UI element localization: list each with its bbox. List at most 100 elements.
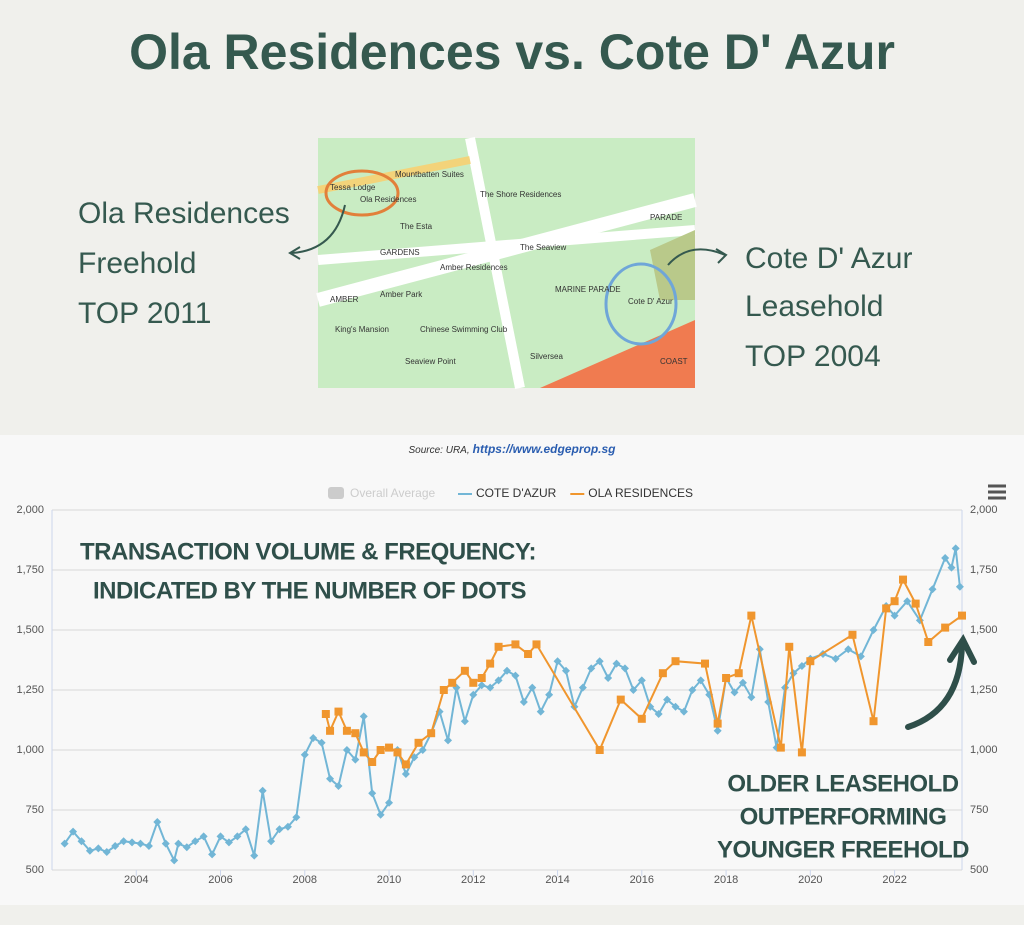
series-line bbox=[63, 548, 961, 864]
marker bbox=[958, 611, 966, 620]
marker bbox=[701, 659, 710, 668]
highlight-cote bbox=[604, 262, 678, 346]
marker bbox=[241, 825, 250, 834]
marker bbox=[250, 851, 259, 860]
marker bbox=[869, 717, 878, 726]
marker bbox=[469, 678, 478, 687]
map-label: Seaview Point bbox=[405, 357, 456, 366]
marker bbox=[671, 702, 680, 711]
marker bbox=[199, 832, 208, 841]
marker bbox=[747, 611, 756, 620]
marker bbox=[94, 844, 103, 853]
annotation-arrow bbox=[905, 642, 965, 730]
y-tick-label: 1,000 bbox=[16, 744, 44, 756]
y2-tick-label: 2,000 bbox=[970, 504, 998, 516]
marker bbox=[401, 770, 410, 778]
marker bbox=[385, 743, 394, 752]
marker bbox=[376, 746, 385, 754]
marker bbox=[806, 657, 815, 666]
marker bbox=[267, 837, 276, 846]
menu-button[interactable] bbox=[986, 484, 1008, 500]
marker bbox=[351, 755, 360, 764]
marker bbox=[486, 659, 495, 668]
road bbox=[317, 156, 471, 194]
caption: TOP 2004 bbox=[745, 340, 881, 373]
map-label: Silversea bbox=[530, 352, 563, 361]
map-label: GARDENS bbox=[380, 248, 420, 257]
marker bbox=[663, 695, 672, 704]
marker bbox=[629, 686, 638, 694]
annotation-arrowhead bbox=[947, 633, 977, 665]
marker bbox=[136, 839, 145, 848]
marker bbox=[385, 798, 394, 807]
marker bbox=[738, 678, 747, 687]
marker bbox=[460, 717, 469, 726]
marker bbox=[161, 839, 170, 848]
map-label: AMBER bbox=[330, 295, 359, 304]
x-tick-label: 2008 bbox=[293, 874, 317, 886]
y2-tick-label: 1,500 bbox=[970, 624, 998, 636]
marker bbox=[903, 597, 912, 606]
map-label: Amber Residences bbox=[440, 263, 508, 272]
marker bbox=[688, 686, 697, 694]
annotation: TRANSACTION VOLUME & FREQUENCY: bbox=[80, 538, 536, 565]
arrow-head bbox=[288, 246, 301, 260]
annotation: INDICATED BY THE NUMBER OF DOTS bbox=[93, 577, 526, 604]
marker bbox=[191, 837, 200, 846]
marker bbox=[60, 839, 69, 848]
marker bbox=[486, 683, 495, 692]
x-tick-label: 2006 bbox=[208, 874, 232, 886]
marker bbox=[427, 729, 436, 738]
marker bbox=[326, 726, 335, 735]
marker bbox=[119, 837, 128, 846]
marker bbox=[275, 825, 284, 834]
marker bbox=[890, 611, 899, 620]
map-label: The Shore Residences bbox=[480, 190, 561, 199]
y-tick-label: 500 bbox=[26, 864, 44, 876]
marker bbox=[317, 738, 326, 747]
marker bbox=[460, 666, 469, 675]
marker bbox=[797, 748, 806, 757]
caption: Leasehold bbox=[745, 290, 883, 323]
y2-tick-label: 1,250 bbox=[970, 684, 998, 696]
x-tick-label: 2018 bbox=[714, 874, 738, 886]
marker bbox=[616, 695, 625, 704]
road bbox=[465, 137, 525, 389]
marker bbox=[545, 690, 554, 699]
x-tick-label: 2010 bbox=[377, 874, 401, 886]
marker bbox=[321, 710, 330, 718]
annotation: YOUNGER FREEHOLD bbox=[717, 836, 969, 863]
source-link[interactable]: https://www.edgeprop.sg bbox=[473, 442, 617, 456]
source-text: Source: URA, bbox=[408, 445, 469, 456]
marker bbox=[679, 707, 688, 716]
marker bbox=[292, 813, 301, 822]
map-label: Amber Park bbox=[380, 290, 423, 299]
menu-icon[interactable] bbox=[988, 484, 1006, 500]
legend-hidden: Overall Average bbox=[350, 486, 435, 500]
marker bbox=[477, 674, 486, 682]
map-label: MARINE PARADE bbox=[555, 285, 621, 294]
y-tick-label: 1,750 bbox=[16, 564, 44, 576]
marker bbox=[111, 842, 120, 850]
marker bbox=[671, 657, 680, 666]
marker bbox=[612, 659, 621, 668]
marker bbox=[524, 650, 533, 658]
marker bbox=[283, 822, 292, 831]
map-label: Ola Residences bbox=[360, 195, 416, 204]
marker bbox=[604, 674, 613, 682]
marker bbox=[448, 678, 457, 687]
y-tick-label: 1,250 bbox=[16, 684, 44, 696]
x-tick-label: 2022 bbox=[882, 874, 906, 886]
marker bbox=[928, 585, 937, 594]
marker bbox=[620, 664, 629, 673]
map-label: The Seaview bbox=[520, 243, 566, 252]
caption: TOP 2011 bbox=[78, 297, 211, 330]
marker bbox=[85, 846, 94, 855]
marker bbox=[637, 676, 646, 685]
marker bbox=[170, 856, 179, 865]
marker bbox=[174, 839, 183, 848]
marker bbox=[128, 838, 137, 847]
marker bbox=[848, 630, 857, 639]
map-label: King's Mansion bbox=[335, 325, 389, 334]
